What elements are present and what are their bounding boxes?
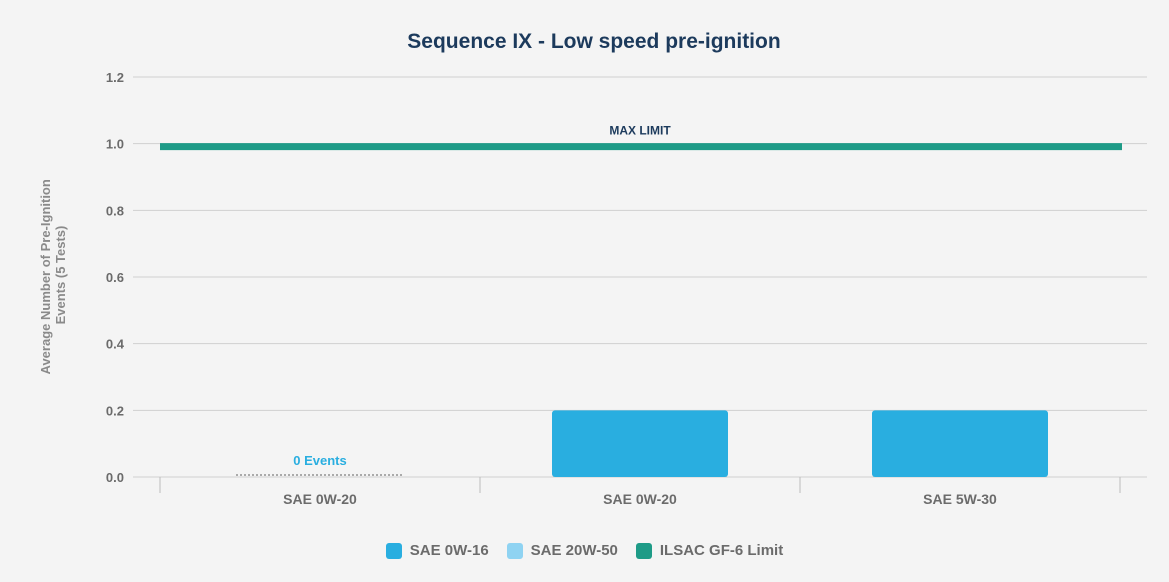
y-tick-label: 1.2 [106, 70, 124, 85]
legend-item-sae-0w-16[interactable]: SAE 0W-16 [385, 542, 489, 559]
legend-swatch-ilsac-gf6-limit [635, 542, 652, 559]
y-tick-label: 0.8 [106, 203, 124, 218]
bar [552, 410, 728, 477]
max-limit-label: MAX LIMIT [609, 124, 671, 138]
x-category-label: SAE 0W-20 [603, 491, 677, 507]
x-axis: SAE 0W-20 SAE 0W-20 SAE 5W-30 [159, 477, 1121, 507]
bar-chart: Sequence IX - Low speed pre-ignition 0.0… [38, 30, 1147, 507]
legend-item-ilsac-gf6-limit[interactable]: ILSAC GF-6 Limit [635, 542, 784, 559]
y-tick-label: 1.0 [106, 137, 124, 152]
y-tick-label: 0.2 [106, 403, 124, 418]
y-axis-label-line-1: Average Number of Pre-Ignition [38, 179, 53, 374]
y-tick-label: 0.0 [106, 470, 124, 485]
legend-label-sae-0w-16: SAE 0W-16 [409, 542, 489, 559]
y-axis-label-line-2: Events (5 Tests) [53, 226, 68, 325]
legend-label-sae-20w-50: SAE 20W-50 [530, 542, 618, 559]
legend-label-ilsac-gf6-limit: ILSAC GF-6 Limit [659, 542, 784, 559]
zero-events-label: 0 Events [293, 453, 346, 468]
y-axis-ticks: 0.0 0.2 0.4 0.6 0.8 1.0 1.2 [106, 70, 125, 485]
legend-swatch-sae-20w-50 [506, 542, 523, 559]
bar [872, 410, 1048, 477]
x-category-label: SAE 5W-30 [923, 491, 997, 507]
x-category-label: SAE 0W-20 [283, 491, 357, 507]
y-tick-label: 0.4 [106, 337, 125, 352]
bars: 0 Events [236, 410, 1048, 477]
legend-swatch-sae-0w-16 [385, 542, 402, 559]
chart-title: Sequence IX - Low speed pre-ignition [407, 30, 780, 53]
legend: SAE 0W-16 SAE 20W-50 ILSAC GF-6 Limit [0, 542, 1169, 559]
y-tick-label: 0.6 [106, 270, 124, 285]
limit-line-group: MAX LIMIT [160, 124, 1122, 151]
legend-item-sae-20w-50[interactable]: SAE 20W-50 [506, 542, 618, 559]
y-axis-label: Average Number of Pre-Ignition Events (5… [38, 176, 68, 375]
